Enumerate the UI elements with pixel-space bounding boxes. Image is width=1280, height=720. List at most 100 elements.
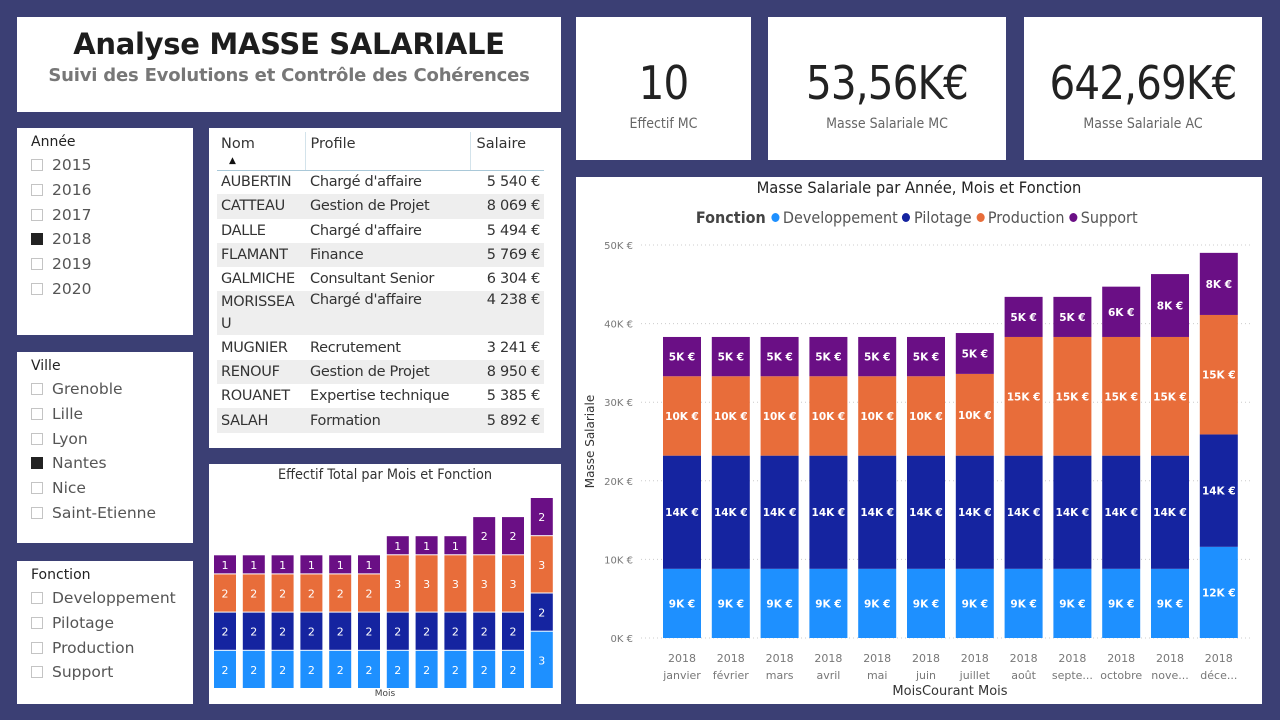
bar-segment-support[interactable] — [415, 536, 438, 555]
kpi-card-effectif-mc[interactable]: 10 Effectif MC — [576, 17, 751, 160]
bar-segment-production[interactable] — [300, 574, 323, 612]
column-header-profile[interactable]: Profile — [304, 132, 470, 171]
bar-segment-developpement[interactable] — [1199, 546, 1238, 638]
slicer-item-2016[interactable]: 2016 — [31, 178, 193, 203]
bar-segment-support[interactable] — [858, 336, 897, 377]
bar-segment-developpement[interactable] — [1053, 568, 1092, 638]
bar-segment-developpement[interactable] — [214, 650, 236, 688]
bar-segment-production[interactable] — [760, 376, 799, 456]
bar-segment-support[interactable] — [502, 517, 524, 555]
checkbox-icon[interactable] — [31, 506, 43, 519]
bar-segment-pilotage[interactable] — [329, 612, 352, 650]
bar-segment-developpement[interactable] — [358, 650, 380, 688]
bar-segment-pilotage[interactable] — [809, 455, 848, 569]
bar-segment-developpement[interactable] — [907, 568, 945, 638]
bar-segment-pilotage[interactable] — [711, 455, 750, 569]
bar-segment-production[interactable] — [907, 376, 945, 456]
bar-segment-developpement[interactable] — [711, 568, 750, 638]
checkbox-icon[interactable] — [31, 383, 43, 396]
checkbox-icon[interactable] — [31, 408, 43, 421]
table-row[interactable]: ROUANET Expertise technique 5 385 € — [217, 384, 544, 408]
bar-segment-support[interactable] — [1004, 296, 1043, 337]
bar-segment-pilotage[interactable] — [955, 455, 994, 569]
table-row[interactable]: MORISSEAU Chargé d'affaire 4 238 € — [217, 291, 544, 336]
bar-segment-pilotage[interactable] — [271, 612, 294, 650]
slicer-item-2018[interactable]: 2018 — [31, 227, 193, 252]
bar-segment-developpement[interactable] — [444, 650, 467, 688]
checkbox-icon[interactable] — [31, 482, 43, 495]
bar-segment-support[interactable] — [1151, 274, 1189, 337]
bar-segment-developpement[interactable] — [271, 650, 294, 688]
slicer-item-2020[interactable]: 2020 — [31, 276, 193, 301]
bar-segment-support[interactable] — [663, 336, 701, 377]
slicer-item-saint-etienne[interactable]: Saint-Etienne — [31, 500, 193, 525]
table-row[interactable]: MUGNIER Recrutement 3 241 € — [217, 335, 544, 359]
bar-segment-support[interactable] — [1053, 296, 1092, 337]
bar-segment-production[interactable] — [502, 555, 524, 612]
table-row[interactable]: FLAMANT Finance 5 769 € — [217, 242, 544, 268]
bar-segment-support[interactable] — [329, 555, 352, 574]
slicer-item-developpement[interactable]: Developpement — [31, 586, 193, 611]
slicer-item-production[interactable]: Production — [31, 635, 193, 660]
bar-segment-support[interactable] — [530, 498, 553, 536]
bar-segment-pilotage[interactable] — [663, 455, 701, 569]
bar-segment-support[interactable] — [955, 333, 994, 374]
bar-segment-support[interactable] — [1199, 252, 1238, 315]
bar-segment-pilotage[interactable] — [1102, 455, 1141, 569]
bar-segment-production[interactable] — [858, 376, 897, 456]
kpi-card-masse-salariale-mc[interactable]: 53,56K€ Masse Salariale MC — [768, 17, 1006, 160]
bar-segment-pilotage[interactable] — [214, 612, 236, 650]
bar-segment-production[interactable] — [809, 376, 848, 456]
bar-segment-support[interactable] — [242, 555, 265, 574]
bar-segment-developpement[interactable] — [530, 631, 553, 688]
checkbox-icon[interactable] — [31, 208, 43, 221]
bar-segment-production[interactable] — [530, 536, 553, 593]
slicer-item-pilotage[interactable]: Pilotage — [31, 611, 193, 636]
bar-segment-production[interactable] — [1053, 336, 1092, 456]
bar-segment-pilotage[interactable] — [907, 455, 945, 569]
bar-segment-support[interactable] — [358, 555, 380, 574]
bar-segment-pilotage[interactable] — [760, 455, 799, 569]
bar-segment-production[interactable] — [1199, 314, 1238, 435]
bar-segment-pilotage[interactable] — [502, 612, 524, 650]
checkbox-icon[interactable] — [31, 282, 43, 295]
table-row[interactable]: CATTEAU Gestion de Projet 8 069 € — [217, 194, 544, 219]
sort-ascending-icon[interactable]: ▲ — [229, 156, 236, 166]
bar-segment-developpement[interactable] — [858, 568, 897, 638]
bar-segment-support[interactable] — [271, 555, 294, 574]
bar-segment-production[interactable] — [473, 555, 496, 612]
slicer-item-2019[interactable]: 2019 — [31, 252, 193, 277]
slicer-item-support[interactable]: Support — [31, 660, 193, 685]
bar-segment-production[interactable] — [955, 373, 994, 456]
bar-segment-pilotage[interactable] — [242, 612, 265, 650]
checkbox-icon[interactable] — [31, 641, 43, 654]
bar-segment-production[interactable] — [663, 376, 701, 456]
bar-segment-developpement[interactable] — [329, 650, 352, 688]
checkbox-icon[interactable] — [31, 432, 43, 445]
bar-segment-production[interactable] — [386, 555, 409, 612]
bar-segment-pilotage[interactable] — [1199, 434, 1238, 547]
bar-segment-support[interactable] — [760, 336, 799, 377]
bar-segment-developpement[interactable] — [415, 650, 438, 688]
bar-segment-developpement[interactable] — [809, 568, 848, 638]
bar-segment-developpement[interactable] — [1004, 568, 1043, 638]
bar-segment-support[interactable] — [907, 336, 945, 377]
slicer-item-grenoble[interactable]: Grenoble — [31, 377, 193, 402]
bar-segment-pilotage[interactable] — [1151, 455, 1189, 569]
legend-item-production[interactable]: Production — [976, 208, 1064, 227]
bar-segment-production[interactable] — [711, 376, 750, 456]
bar-segment-production[interactable] — [444, 555, 467, 612]
bar-segment-support[interactable] — [1102, 286, 1141, 337]
table-row[interactable]: DALLE Chargé d'affaire 5 494 € — [217, 219, 544, 243]
slicer-item-2017[interactable]: 2017 — [31, 202, 193, 227]
bar-segment-production[interactable] — [242, 574, 265, 612]
bar-segment-developpement[interactable] — [1151, 568, 1189, 638]
bar-segment-developpement[interactable] — [473, 650, 496, 688]
bar-segment-pilotage[interactable] — [530, 593, 553, 631]
bar-segment-support[interactable] — [444, 536, 467, 555]
bar-segment-production[interactable] — [271, 574, 294, 612]
bar-segment-pilotage[interactable] — [444, 612, 467, 650]
checkbox-icon[interactable] — [31, 617, 43, 630]
checkbox-checked-icon[interactable] — [31, 457, 43, 470]
bar-segment-developpement[interactable] — [502, 650, 524, 688]
